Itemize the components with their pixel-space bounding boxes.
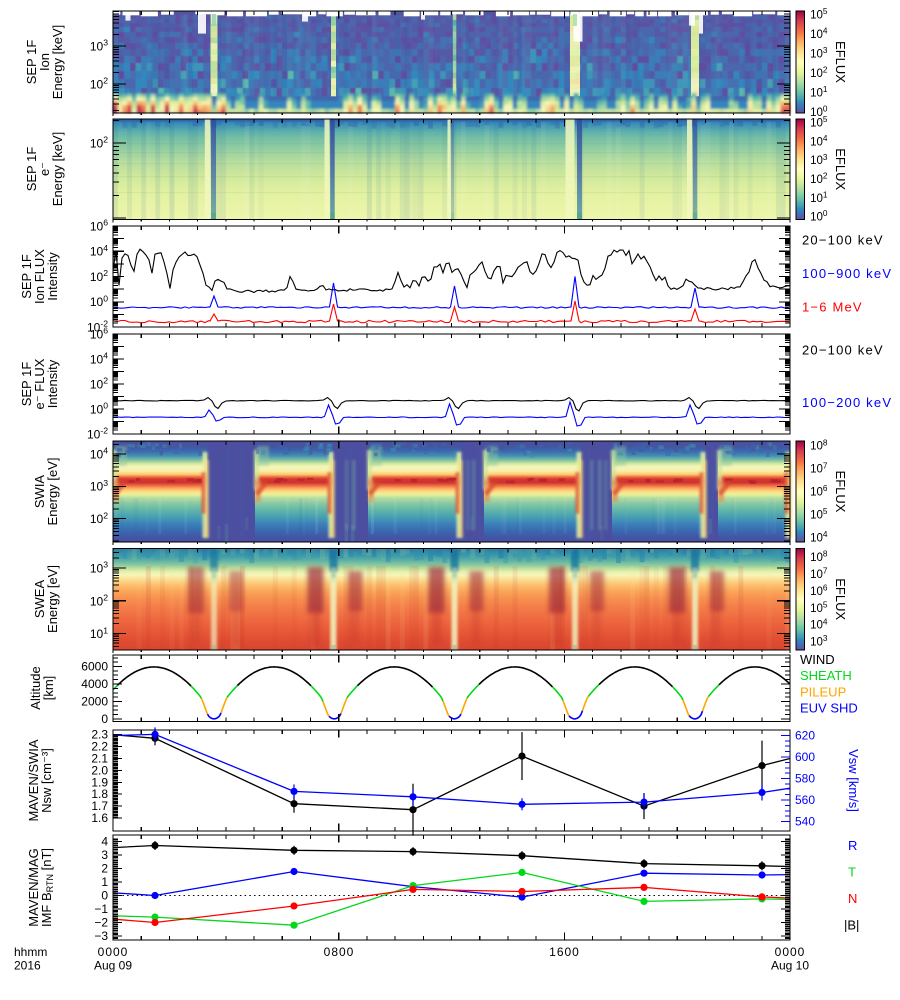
svg-text:[km]: [km] [41,676,56,701]
svg-text:620: 620 [795,729,815,743]
svg-text:SWEA: SWEA [32,580,47,619]
svg-text:1.8: 1.8 [91,787,108,801]
svg-text:Intensity: Intensity [45,359,60,408]
svg-text:6000: 6000 [81,660,108,674]
svg-text:T: T [848,865,856,880]
svg-text:1.9: 1.9 [91,775,108,789]
svg-text:MAVEN/MAG: MAVEN/MAG [26,848,41,927]
svg-text:1.7: 1.7 [91,799,108,813]
svg-text:Aug 09: Aug 09 [94,959,132,973]
svg-text:Energy [keV]: Energy [keV] [50,25,65,99]
svg-text:3: 3 [101,848,108,862]
svg-text:EFLUX: EFLUX [833,41,848,83]
svg-text:560: 560 [795,793,815,807]
svg-text:Ion FLUX: Ion FLUX [32,249,47,304]
svg-text:−3: −3 [94,929,108,943]
svg-text:Energy [keV]: Energy [keV] [50,132,65,206]
svg-text:20−100 keV: 20−100 keV [802,233,884,248]
svg-text:SEP 1F: SEP 1F [24,147,39,192]
svg-text:0000: 0000 [775,945,806,959]
svg-text:2.2: 2.2 [91,740,108,754]
svg-text:2.1: 2.1 [91,752,108,766]
svg-text:IMF BRTN [nT]: IMF BRTN [nT] [39,848,55,927]
svg-text:e⁻ FLUX: e⁻ FLUX [32,358,47,409]
svg-text:Nsw [cm⁻³]: Nsw [cm⁻³] [39,748,54,813]
svg-text:580: 580 [795,772,815,786]
svg-text:1.6: 1.6 [91,811,108,825]
svg-text:EFLUX: EFLUX [833,578,848,620]
svg-text:−1: −1 [94,902,108,916]
svg-text:1600: 1600 [549,945,580,959]
svg-text:SEP 1F: SEP 1F [19,362,34,407]
svg-text:1−6 MeV: 1−6 MeV [802,300,863,315]
svg-text:Vsw [km/s]: Vsw [km/s] [846,749,861,812]
svg-text:0800: 0800 [324,945,355,959]
svg-text:2: 2 [101,862,108,876]
svg-text:WIND: WIND [800,652,835,667]
svg-text:Altitude: Altitude [28,666,43,709]
svg-text:SWIA: SWIA [32,475,47,509]
svg-text:20−100 keV: 20−100 keV [802,343,884,358]
svg-text:2016: 2016 [14,959,41,973]
svg-text:R: R [848,838,857,853]
svg-text:1: 1 [101,875,108,889]
svg-text:Intensity: Intensity [45,252,60,301]
svg-text:SHEATH: SHEATH [800,668,852,683]
svg-text:4: 4 [101,835,108,849]
svg-text:Energy [eV]: Energy [eV] [45,458,60,526]
svg-text:Aug 10: Aug 10 [771,959,809,973]
svg-text:100−900 keV: 100−900 keV [802,266,892,281]
svg-text:EFLUX: EFLUX [833,148,848,190]
svg-text:hhmm: hhmm [14,945,47,959]
svg-text:0000: 0000 [98,945,129,959]
svg-text:0: 0 [101,712,108,726]
svg-text:PILEUP: PILEUP [800,685,846,700]
svg-text:100−200 keV: 100−200 keV [802,395,892,410]
svg-text:600: 600 [795,750,815,764]
svg-text:2.0: 2.0 [91,763,108,777]
svg-text:0: 0 [101,889,108,903]
svg-text:540: 540 [795,815,815,829]
svg-text:EUV SHD: EUV SHD [800,701,858,716]
svg-text:N: N [848,891,857,906]
svg-text:4000: 4000 [81,677,108,691]
svg-text:EFLUX: EFLUX [833,471,848,513]
svg-text:SEP 1F: SEP 1F [24,40,39,85]
svg-text:SEP 1F: SEP 1F [19,254,34,299]
svg-text:Ion: Ion [37,53,52,71]
svg-text:2000: 2000 [81,695,108,709]
svg-text:e⁻: e⁻ [37,162,52,176]
svg-text:Energy [eV]: Energy [eV] [45,565,60,633]
svg-text:|B|: |B| [844,918,859,933]
svg-text:2.3: 2.3 [91,728,108,742]
svg-text:MAVEN/SWIA: MAVEN/SWIA [26,739,41,821]
svg-text:−2: −2 [94,916,108,930]
